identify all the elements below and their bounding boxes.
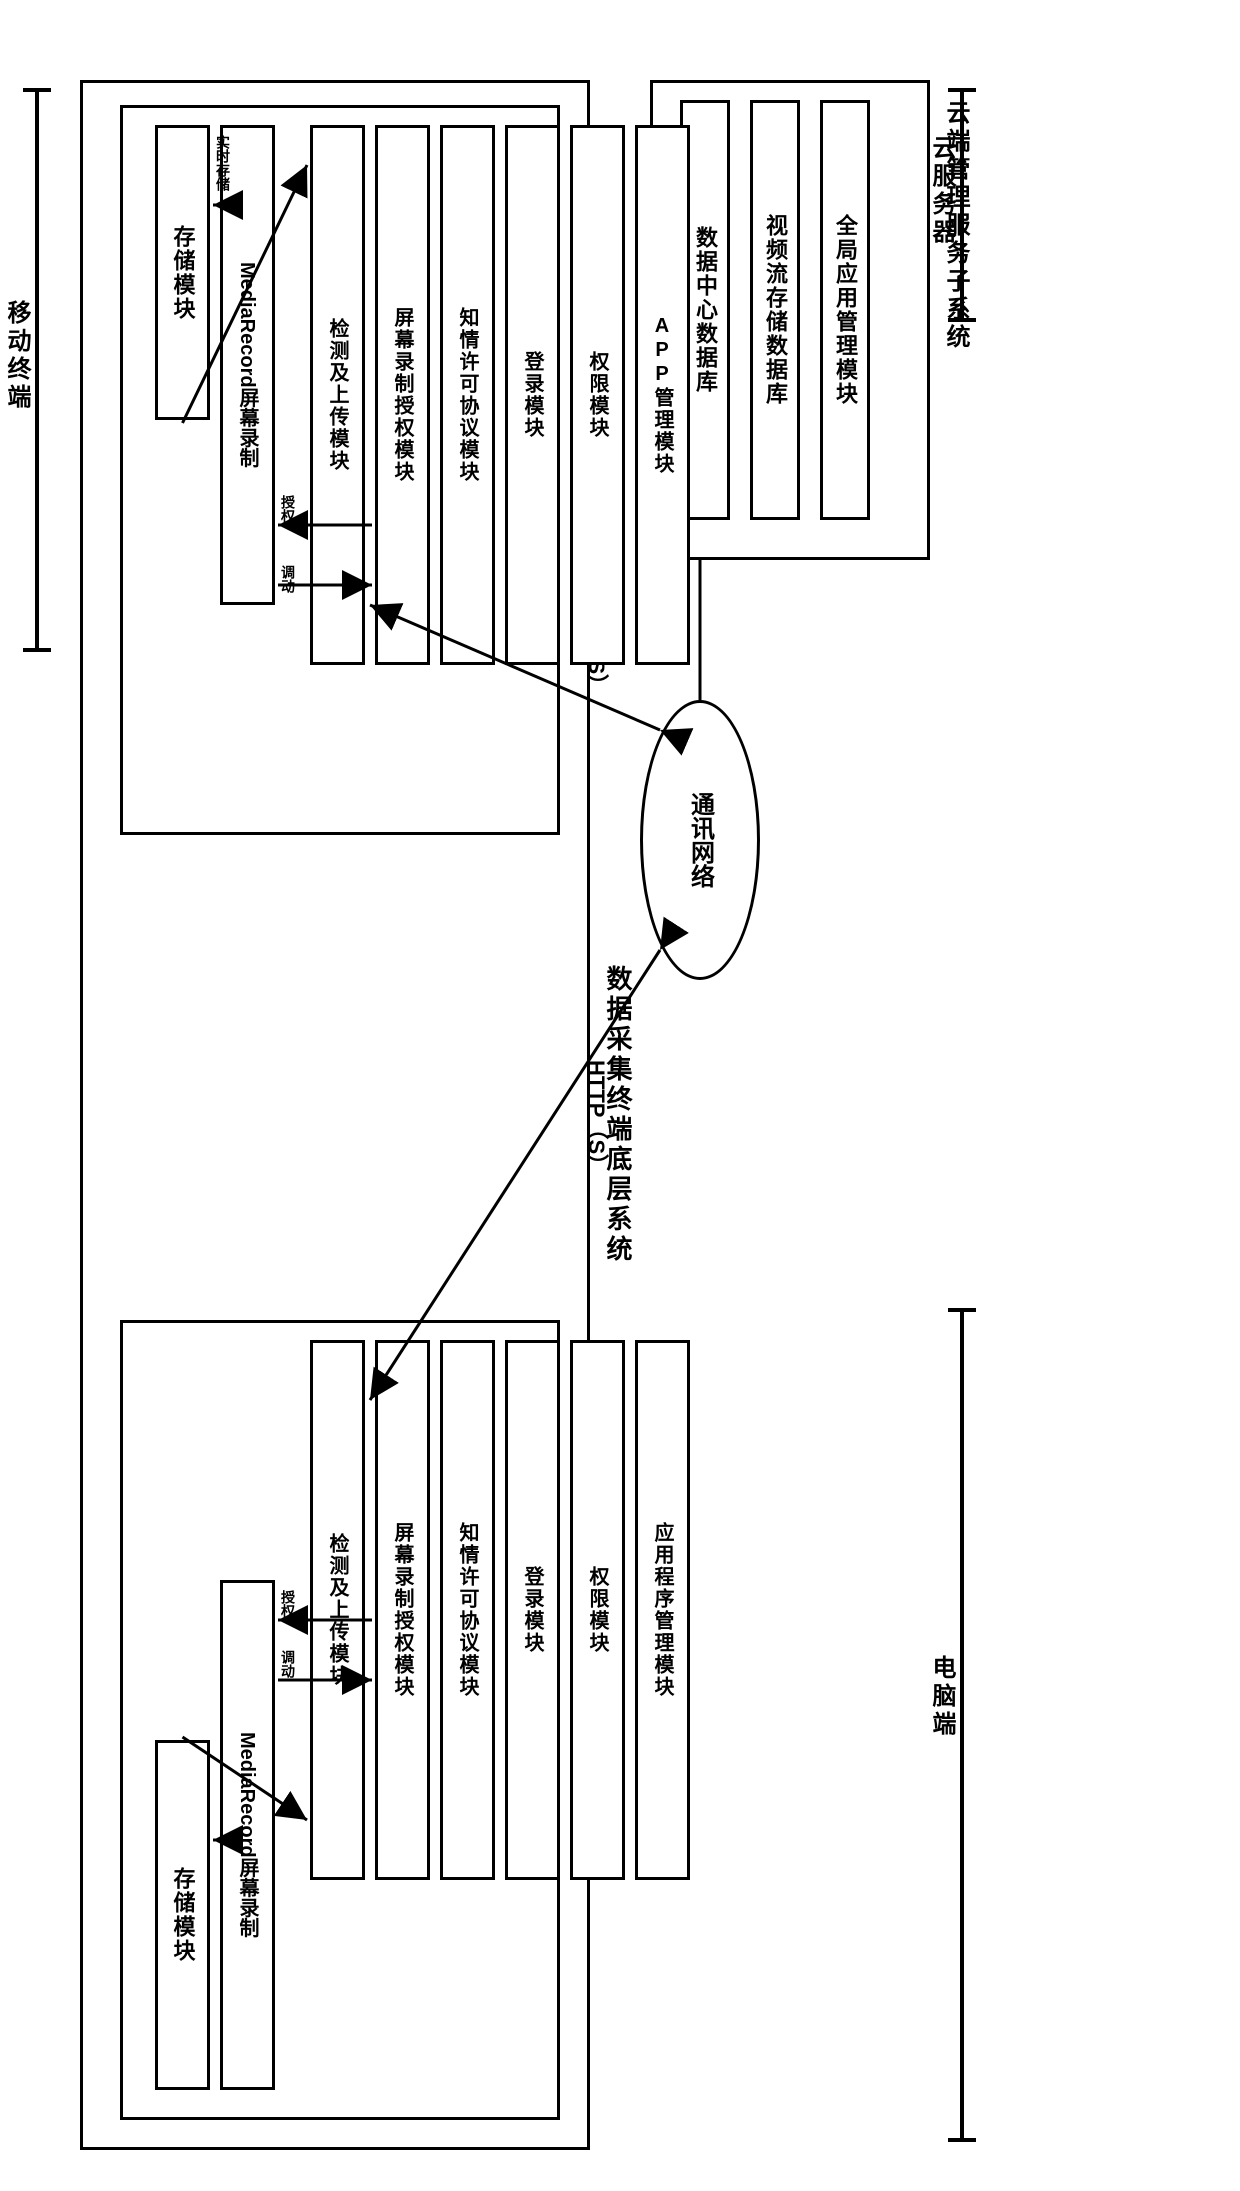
app-mgr-m: APP管理模块 [635,125,690,665]
cloud-system-title: 云端管理服务子系统 [938,100,973,352]
global-app-mgr: 全局应用管理模块 [820,100,870,520]
storage-pc: 存储模块 [155,1740,210,2090]
consent-m: 知情许可协议模块 [440,125,495,665]
detect-upload-p: 检测及上传模块 [310,1340,365,1880]
bracket-cap [948,1308,976,1312]
screen-auth-m: 屏幕录制授权模块 [375,125,430,665]
login-m: 登录模块 [505,125,560,665]
video-db: 视频流存储数据库 [750,100,800,520]
bracket-cap [23,88,51,92]
login-p: 登录模块 [505,1340,560,1880]
detect-upload-m: 检测及上传模块 [310,125,365,665]
screen-auth-p: 屏幕录制授权模块 [375,1340,430,1880]
consent-p: 知情许可协议模块 [440,1340,495,1880]
mediarecord-mobile: MediaRecord屏幕录制 [220,125,275,605]
mobile-label: 移动终端 [0,300,34,412]
bracket-bar [35,90,39,650]
http-label-2: HTTP（S） [580,1060,612,1176]
storage-mobile: 存储模块 [155,125,210,420]
edge-store-m: 实时存储 [213,135,233,191]
network-cloud: 通讯网络 [640,700,760,980]
mediarecord-pc: MediaRecord屏幕录制 [220,1580,275,2090]
bracket-cap [948,88,976,92]
perm-m: 权限模块 [570,125,625,665]
bracket-bar [960,1310,964,2140]
perm-p: 权限模块 [570,1340,625,1880]
edge-auth-p: 授权 [278,1590,298,1618]
edge-call-p: 调动 [278,1650,298,1678]
bracket-cap [948,2138,976,2142]
bracket-cap [23,648,51,652]
edge-call-m: 调动 [278,565,298,593]
app-mgr-p: 应用程序管理模块 [635,1340,690,1880]
pc-label: 电脑端 [924,1655,959,1739]
edge-auth-m: 授权 [278,495,298,523]
